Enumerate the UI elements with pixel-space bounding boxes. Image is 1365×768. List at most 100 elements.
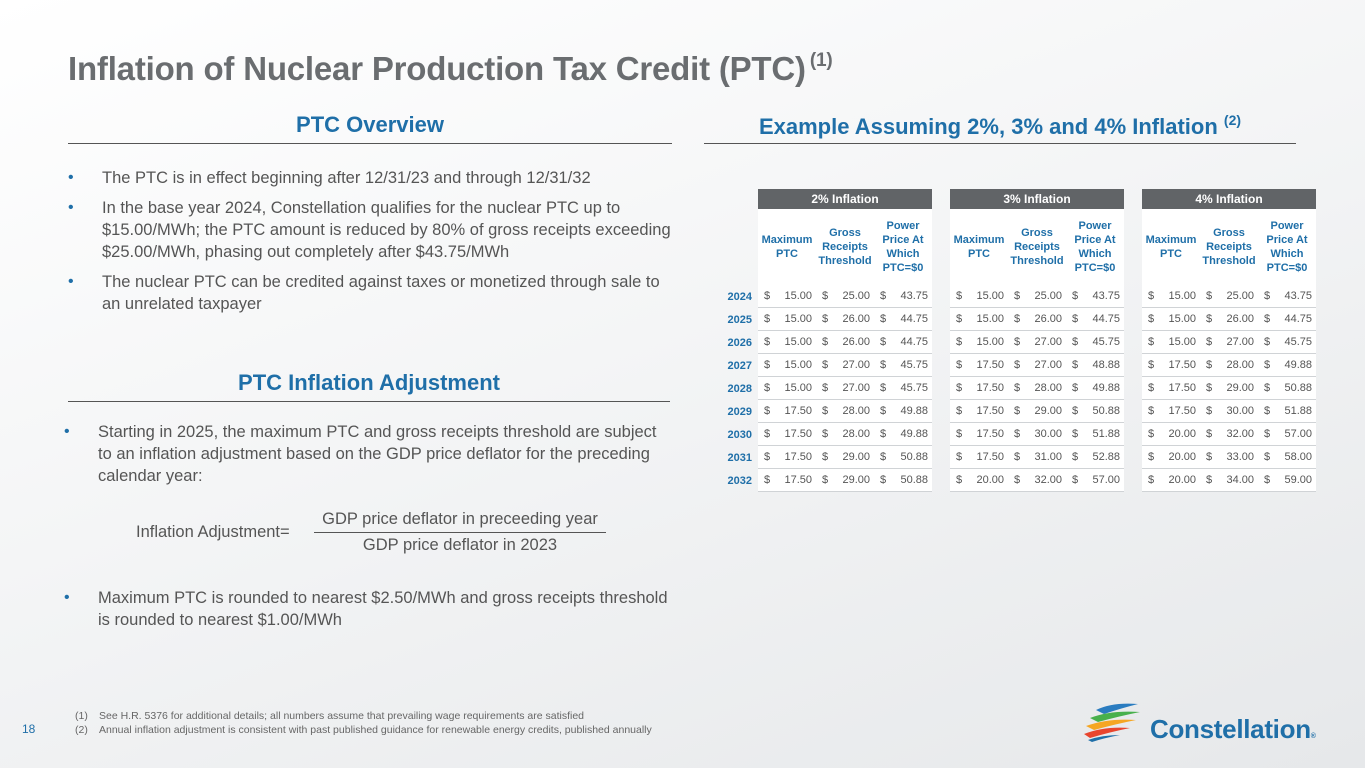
table-cell: $17.50: [758, 400, 816, 423]
currency-symbol: $: [956, 359, 963, 371]
page-title: Inflation of Nuclear Production Tax Cred…: [68, 50, 833, 87]
cell-value: 17.50: [976, 428, 1004, 440]
footnote: (1) See H.R. 5376 for additional details;…: [75, 710, 585, 722]
cell-value: 33.00: [1226, 451, 1254, 463]
table-cell: $20.00: [1142, 469, 1200, 492]
currency-symbol: $: [764, 474, 771, 486]
currency-symbol: $: [880, 290, 887, 302]
bullet-icon: •: [64, 589, 70, 606]
currency-symbol: $: [1264, 474, 1271, 486]
adjustment-bullet-list: • Starting in 2025, the maximum PTC and g…: [64, 421, 672, 495]
adjustment-heading: PTC Inflation Adjustment: [238, 370, 500, 395]
currency-symbol: $: [1264, 405, 1271, 417]
inflation-formula: Inflation Adjustment= GDP price deflator…: [136, 510, 616, 554]
currency-symbol: $: [1072, 428, 1079, 440]
table-cell: $17.50: [1142, 400, 1200, 423]
cell-value: 27.00: [842, 382, 870, 394]
table-row: 2028 $15.00 $27.00 $45.75 $17.50 $28.00 $49.88…: [708, 377, 1316, 400]
cell-value: 26.00: [842, 336, 870, 348]
cell-value: 45.75: [900, 382, 928, 394]
currency-symbol: $: [1148, 336, 1155, 348]
table-cell: $32.00: [1200, 423, 1258, 446]
currency-symbol: $: [1264, 359, 1271, 371]
table-cell: $17.50: [950, 377, 1008, 400]
table-cell: $33.00: [1200, 446, 1258, 469]
example-divider: [704, 143, 1296, 144]
adjustment-divider: [68, 401, 670, 402]
currency-symbol: $: [1014, 382, 1021, 394]
currency-symbol: $: [1014, 359, 1021, 371]
currency-symbol: $: [1206, 382, 1213, 394]
overview-bullet: • The nuclear PTC can be credited against…: [68, 273, 660, 313]
cell-value: 15.00: [1168, 313, 1196, 325]
table-cell: $49.88: [1258, 354, 1316, 377]
overview-bullet-list: • The PTC is in effect beginning after 12…: [68, 167, 672, 323]
cell-value: 52.88: [1092, 451, 1120, 463]
cell-value: 17.50: [976, 382, 1004, 394]
overview-divider: [68, 143, 672, 144]
row-year: 2025: [727, 313, 752, 326]
adjustment-bullet: • Starting in 2025, the maximum PTC and g…: [64, 423, 657, 485]
table-cell: $43.75: [1066, 285, 1124, 308]
table-cell: $31.00: [1008, 446, 1066, 469]
currency-symbol: $: [764, 428, 771, 440]
column-header-row: Maximum PTC Gross Receipts Threshold Power…: [708, 209, 1316, 285]
cell-value: 15.00: [784, 382, 812, 394]
cell-value: 15.00: [976, 313, 1004, 325]
currency-symbol: $: [880, 336, 887, 348]
currency-symbol: $: [1072, 290, 1079, 302]
currency-symbol: $: [956, 382, 963, 394]
cell-value: 15.00: [1168, 336, 1196, 348]
column-header: Gross Receipts Threshold: [1200, 209, 1258, 285]
currency-symbol: $: [1072, 405, 1079, 417]
row-year: 2029: [727, 405, 752, 418]
cell-value: 27.00: [1034, 336, 1062, 348]
cell-value: 43.75: [1092, 290, 1120, 302]
currency-symbol: $: [1206, 405, 1213, 417]
currency-symbol: $: [880, 382, 887, 394]
currency-symbol: $: [822, 428, 829, 440]
currency-symbol: $: [1206, 336, 1213, 348]
table-cell: $43.75: [1258, 285, 1316, 308]
cell-value: 44.75: [1284, 313, 1312, 325]
table-row: 2032 $17.50 $29.00 $50.88 $20.00 $32.00 $57.00…: [708, 469, 1316, 492]
overview-heading: PTC Overview: [296, 112, 444, 137]
currency-symbol: $: [1072, 336, 1079, 348]
cell-value: 15.00: [784, 336, 812, 348]
table-cell: $15.00: [758, 377, 816, 400]
bullet-icon: •: [68, 199, 74, 216]
table-cell: $15.00: [758, 354, 816, 377]
cell-value: 31.00: [1034, 451, 1062, 463]
currency-symbol: $: [880, 474, 887, 486]
table-cell: $45.75: [1066, 331, 1124, 354]
table-cell: $49.88: [1066, 377, 1124, 400]
table-cell: $17.50: [1142, 354, 1200, 377]
currency-symbol: $: [764, 382, 771, 394]
table-cell: $15.00: [758, 285, 816, 308]
currency-symbol: $: [1014, 336, 1021, 348]
cell-value: 44.75: [900, 313, 928, 325]
currency-symbol: $: [1264, 290, 1271, 302]
table-cell: $27.00: [1008, 331, 1066, 354]
currency-symbol: $: [1264, 336, 1271, 348]
table-cell: $27.00: [816, 377, 874, 400]
cell-value: 17.50: [976, 405, 1004, 417]
table-cell: $20.00: [950, 469, 1008, 492]
cell-value: 17.50: [1168, 359, 1196, 371]
cell-value: 49.88: [1284, 359, 1312, 371]
currency-symbol: $: [956, 290, 963, 302]
cell-value: 15.00: [784, 290, 812, 302]
cell-value: 17.50: [784, 451, 812, 463]
cell-value: 57.00: [1284, 428, 1312, 440]
overview-bullet: • In the base year 2024, Constellation qu…: [68, 199, 671, 261]
currency-symbol: $: [822, 474, 829, 486]
currency-symbol: $: [1014, 451, 1021, 463]
overview-bullet: • The PTC is in effect beginning after 12…: [68, 169, 591, 187]
table-cell: $26.00: [816, 331, 874, 354]
cell-value: 17.50: [1168, 382, 1196, 394]
cell-value: 45.75: [1092, 336, 1120, 348]
cell-value: 17.50: [784, 405, 812, 417]
table-cell: $29.00: [816, 446, 874, 469]
cell-value: 28.00: [1034, 382, 1062, 394]
bullet-icon: •: [68, 273, 74, 290]
